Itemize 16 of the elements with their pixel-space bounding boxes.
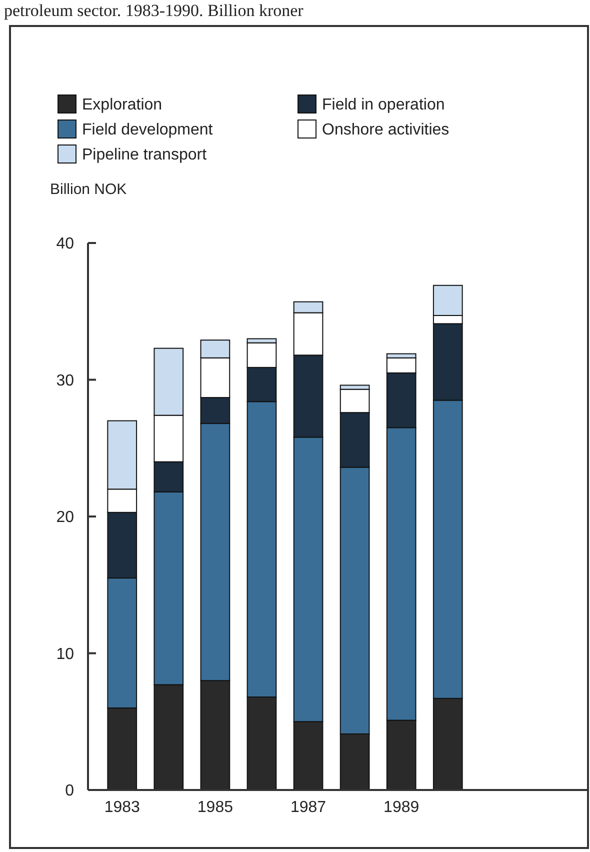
- legend-label: Pipeline transport: [82, 146, 208, 164]
- legend-label: Field in operation: [322, 96, 445, 114]
- x-tick-label: 1989: [384, 799, 420, 816]
- legend-label: Field development: [82, 122, 214, 139]
- y-tick-label: 10: [56, 646, 74, 663]
- chart-title: petroleum sector. 1983-1990. Billion kroner: [4, 1, 304, 20]
- x-tick-label: 1983: [104, 799, 140, 816]
- legend-label: Exploration: [82, 96, 162, 114]
- y-axis-title: Billion NOK: [50, 181, 127, 198]
- y-tick-label: 40: [56, 236, 74, 253]
- x-tick-label: 1987: [290, 799, 326, 816]
- x-tick-label: 1985: [197, 799, 234, 816]
- legend-label: Onshore activities: [322, 122, 450, 139]
- y-tick-label: 30: [56, 372, 74, 390]
- y-tick-label: 20: [56, 509, 74, 526]
- y-tick-label: 0: [65, 782, 74, 800]
